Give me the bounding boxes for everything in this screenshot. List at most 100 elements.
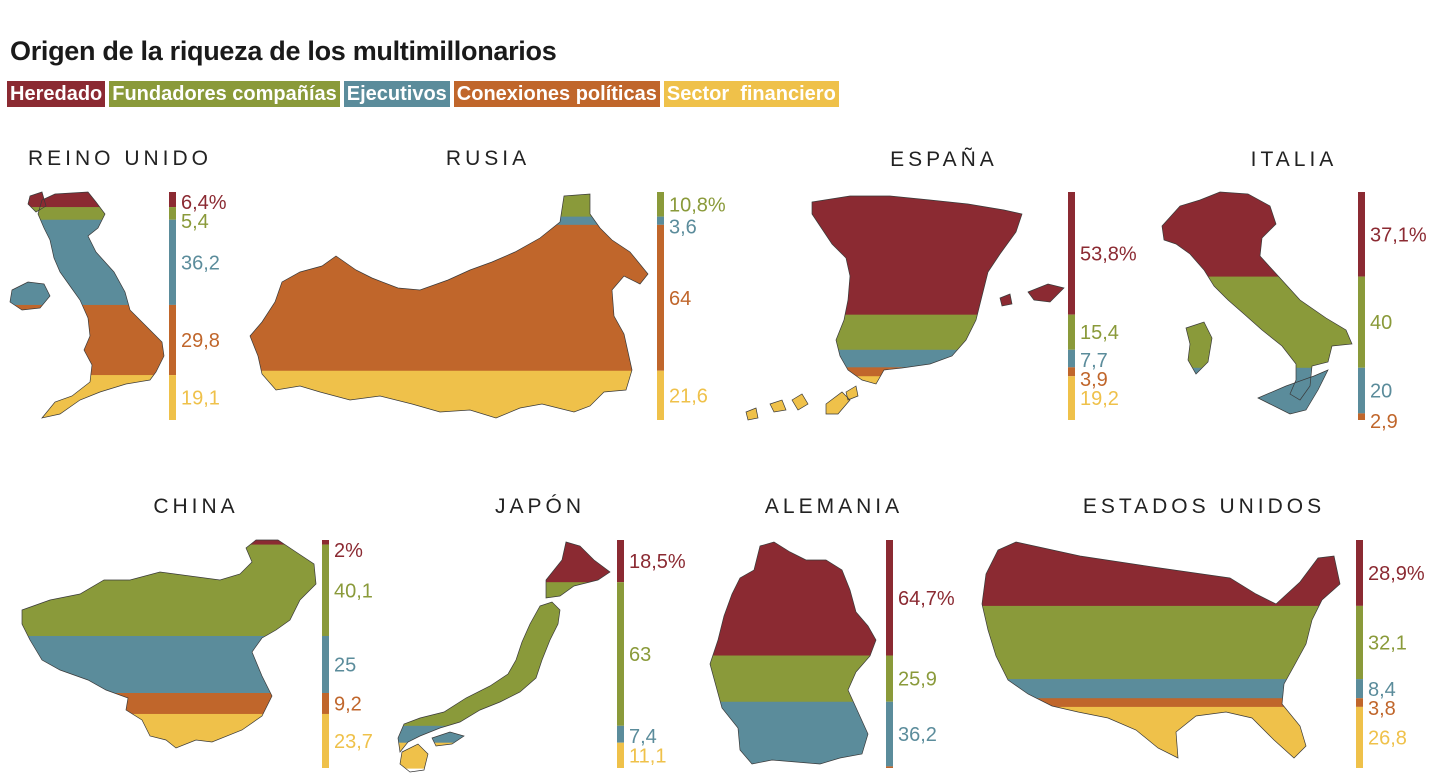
map-band-fundadores	[710, 655, 876, 703]
chart-title: Origen de la riqueza de los multimillona…	[10, 36, 557, 66]
value-label-heredado: 18,5%	[629, 551, 686, 573]
value-label-ejecutivos: 36,2	[181, 252, 220, 274]
bar-segment-fundadores	[1068, 314, 1075, 350]
map-outline	[9, 281, 51, 311]
map-outline	[249, 193, 649, 419]
map-band-ejecutivos	[982, 679, 1340, 699]
bar-segment-fundadores	[169, 207, 176, 220]
map-outline	[27, 191, 47, 213]
value-label-conexiones: 29,8	[181, 330, 220, 352]
bar-segment-ejecutivos	[657, 216, 664, 225]
value-label-conexiones: 9,2	[334, 694, 362, 716]
map-outline	[1185, 321, 1213, 375]
country-map	[1162, 192, 1352, 414]
value-label-ejecutivos: 7,4	[629, 726, 657, 748]
legend-fundadores: Fundadores compañías	[109, 81, 340, 107]
map-band-fundadores	[1162, 276, 1352, 369]
bar-segment-conexiones	[886, 766, 893, 768]
map-outline	[1027, 283, 1065, 303]
map-band-heredado	[22, 540, 316, 546]
bar-segment-financiero	[617, 742, 624, 768]
map-outline	[845, 385, 859, 401]
value-label-conexiones: 3,8	[1368, 698, 1396, 720]
map-band-conexiones	[1162, 413, 1352, 414]
bar-segment-conexiones	[657, 224, 664, 371]
bar-segment-conexiones	[322, 692, 329, 714]
country-name: CHINA	[153, 495, 238, 518]
legend-conexiones: Conexiones políticas	[453, 81, 660, 107]
bar-segment-ejecutivos	[617, 725, 624, 743]
bar-segment-financiero	[1356, 706, 1363, 768]
bar-segment-heredado	[169, 192, 176, 208]
bar-segment-fundadores	[886, 655, 893, 702]
bar-segment-fundadores	[322, 544, 329, 636]
bar-segment-conexiones	[1356, 698, 1363, 707]
map-outline	[791, 393, 809, 411]
value-label-fundadores: 5,4	[181, 211, 209, 233]
map-band-fundadores	[982, 605, 1340, 680]
value-label-heredado: 53,8%	[1080, 243, 1137, 265]
map-band-conexiones	[982, 698, 1340, 708]
bar-segment-heredado	[1356, 540, 1363, 606]
map-outline	[709, 541, 877, 765]
map-band-financiero	[22, 713, 316, 748]
map-outline	[21, 539, 317, 749]
bar-segment-financiero	[1068, 376, 1075, 420]
legend-financiero: Sector financiero	[663, 81, 839, 107]
value-label-ejecutivos: 8,4	[1368, 679, 1396, 701]
map-outline	[981, 541, 1341, 759]
value-label-fundadores: 10,8%	[669, 194, 726, 216]
value-label-fundadores: 15,4	[1080, 322, 1119, 344]
country-name: RUSIA	[446, 147, 530, 170]
bar-segment-heredado	[886, 540, 893, 656]
bar-segment-financiero	[322, 713, 329, 768]
country-map	[982, 542, 1340, 758]
bar-segment-heredado	[1068, 192, 1075, 315]
value-label-fundadores: 40,1	[334, 580, 373, 602]
map-outline	[745, 407, 759, 421]
value-label-fundadores: 32,1	[1368, 633, 1407, 655]
map-outline	[1257, 369, 1329, 415]
value-label-fundadores: 40	[1370, 312, 1392, 334]
country-name: ALEMANIA	[765, 495, 903, 518]
country-name: ESTADOS UNIDOS	[1083, 495, 1325, 518]
value-label-conexiones: 64	[669, 288, 691, 310]
value-label-financiero: 21,6	[669, 385, 708, 407]
value-label-financiero: 23,7	[334, 731, 373, 753]
map-outline	[999, 293, 1013, 307]
bar-segment-ejecutivos	[1358, 367, 1365, 414]
value-label-heredado: 6,4%	[181, 192, 227, 214]
bar-segment-conexiones	[1358, 413, 1365, 420]
value-label-conexiones: 2,9	[1370, 411, 1398, 433]
bar-segment-fundadores	[1356, 605, 1363, 680]
value-label-heredado: 64,7%	[898, 588, 955, 610]
bar-segment-ejecutivos	[322, 635, 329, 693]
value-label-ejecutivos: 25	[334, 655, 356, 677]
bar-segment-conexiones	[1068, 367, 1075, 377]
map-outline	[825, 391, 851, 415]
legend: Heredado Fundadores compañías Ejecutivos…	[7, 81, 839, 107]
map-outline	[1161, 191, 1353, 401]
value-label-ejecutivos: 36,2	[898, 724, 937, 746]
bar-segment-fundadores	[1358, 276, 1365, 368]
legend-heredado: Heredado	[7, 81, 106, 107]
map-outline	[37, 191, 165, 419]
value-label-heredado: 28,9%	[1368, 563, 1425, 585]
bar-segment-ejecutivos	[1356, 679, 1363, 699]
map-band-financiero	[398, 742, 610, 769]
map-outline	[769, 399, 787, 413]
bar-segment-ejecutivos	[169, 219, 176, 305]
bar-segment-heredado	[617, 540, 624, 583]
map-band-conexiones	[0, 766, 1440, 768]
value-label-fundadores: 63	[629, 644, 651, 666]
legend-ejecutivos: Ejecutivos	[343, 81, 450, 107]
country-name: ESPAÑA	[890, 147, 998, 171]
bar-segment-ejecutivos	[1068, 349, 1075, 368]
value-label-ejecutivos: 7,7	[1080, 350, 1108, 372]
map-band-heredado	[398, 542, 610, 583]
bar-segment-heredado	[1358, 192, 1365, 277]
value-label-ejecutivos: 20	[1370, 381, 1392, 403]
value-label-conexiones: 3,9	[1080, 369, 1108, 391]
bar-segment-conexiones	[169, 304, 176, 376]
